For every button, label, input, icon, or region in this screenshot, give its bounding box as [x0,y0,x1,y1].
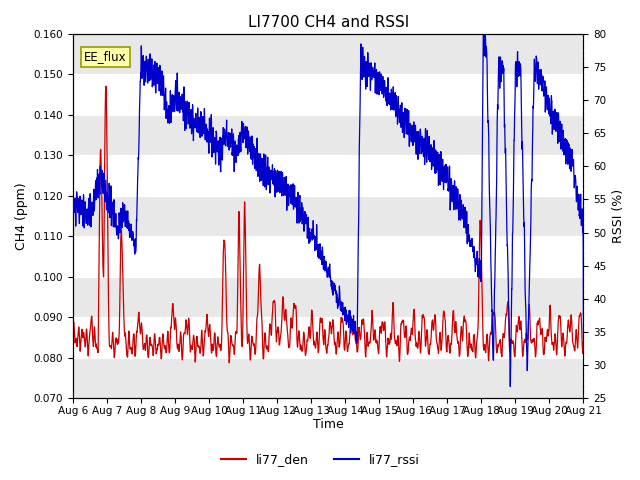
Bar [73,358,584,398]
Bar [73,236,584,276]
Bar [73,156,584,196]
Bar [73,317,584,358]
Y-axis label: CH4 (ppm): CH4 (ppm) [15,182,28,250]
Legend: li77_den, li77_rssi: li77_den, li77_rssi [216,448,424,471]
Y-axis label: RSSI (%): RSSI (%) [612,189,625,243]
Bar [73,196,584,236]
Bar [73,74,584,115]
Bar [73,115,584,156]
X-axis label: Time: Time [313,419,344,432]
Title: LI7700 CH4 and RSSI: LI7700 CH4 and RSSI [248,15,409,30]
Text: EE_flux: EE_flux [84,50,127,63]
Bar [73,276,584,317]
Bar [73,34,584,74]
